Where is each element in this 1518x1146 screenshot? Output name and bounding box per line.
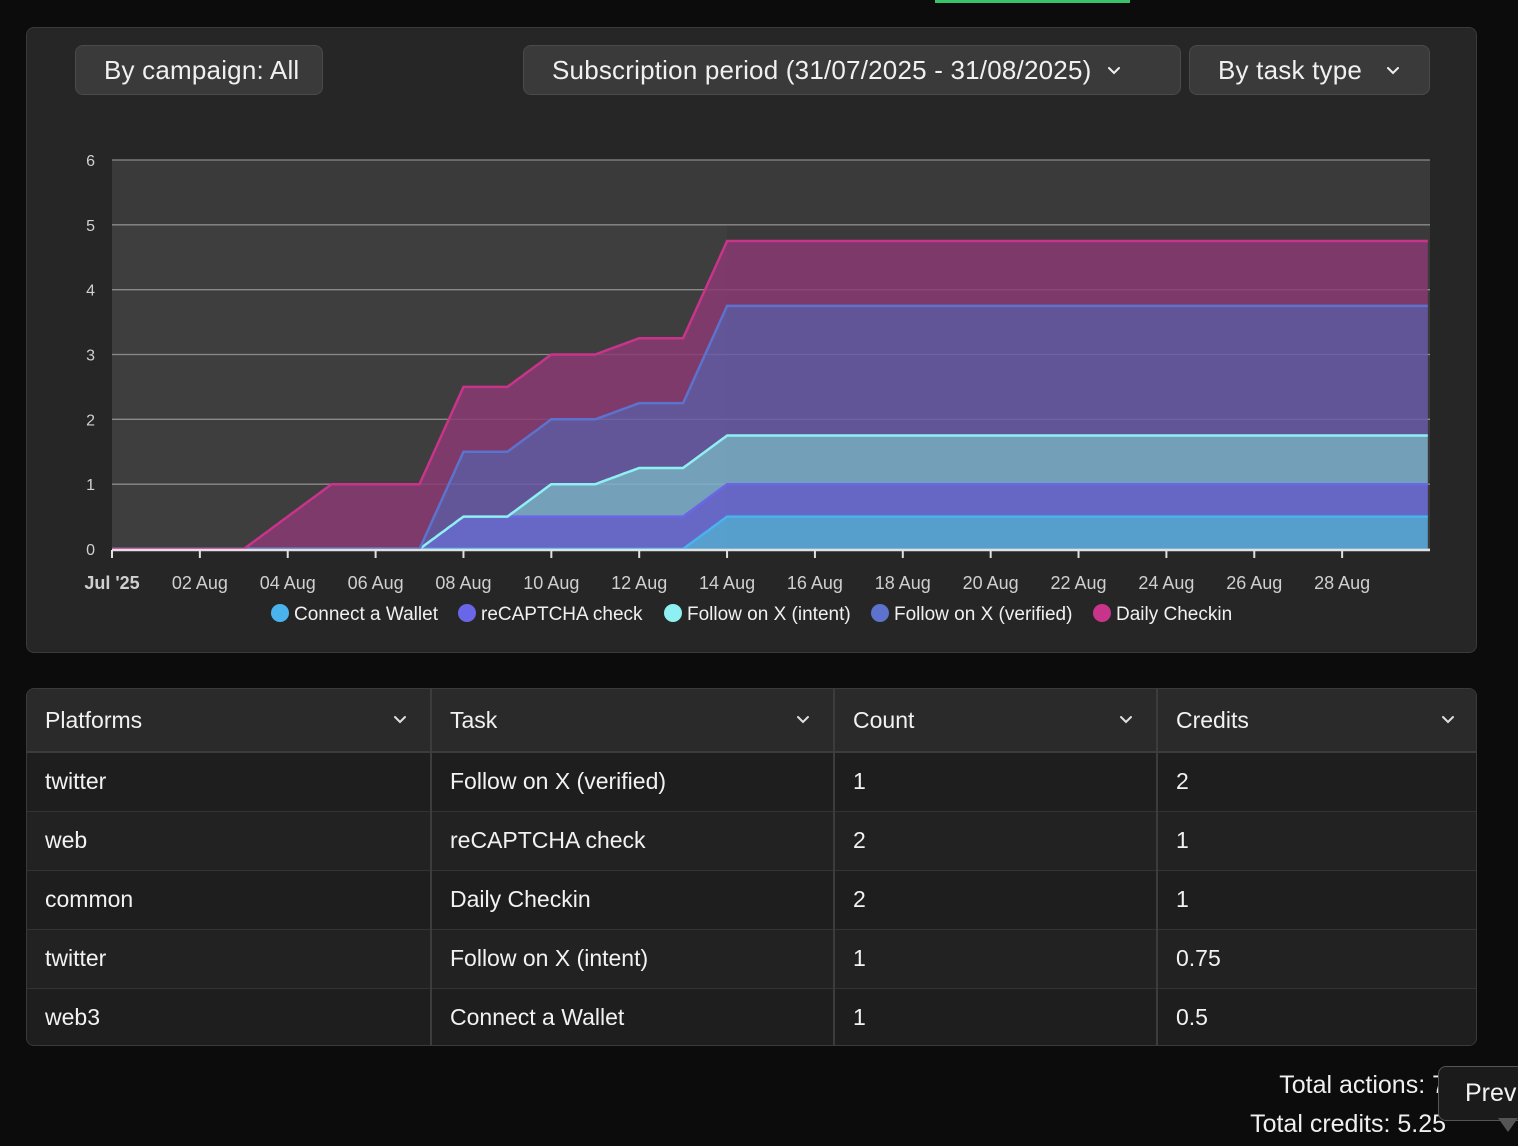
top-accent-bar xyxy=(935,0,1130,3)
x-tick-label: 10 Aug xyxy=(523,573,579,593)
cell-credits: 1 xyxy=(1157,870,1476,930)
column-header-credits[interactable]: Credits xyxy=(1157,689,1476,753)
x-tick-label: 22 Aug xyxy=(1051,573,1107,593)
campaign-filter-label: By campaign: All xyxy=(104,54,300,85)
y-tick-label: 0 xyxy=(86,542,95,559)
cell-task: reCAPTCHA check xyxy=(431,811,835,871)
column-header-task[interactable]: Task xyxy=(431,689,835,753)
task-type-dropdown[interactable]: By task type xyxy=(1189,45,1430,95)
cell-task: Daily Checkin xyxy=(431,870,835,930)
table-row: common Daily Checkin 2 1 xyxy=(27,870,1476,930)
table-row: twitter Follow on X (verified) 1 2 xyxy=(27,752,1476,812)
x-tick-label: 14 Aug xyxy=(699,573,755,593)
chevron-down-icon xyxy=(1387,67,1400,75)
cell-credits: 0.75 xyxy=(1157,929,1476,989)
series-line-daily-checkin xyxy=(112,239,1428,551)
cell-credits: 1 xyxy=(1157,811,1476,871)
legend-marker xyxy=(1093,604,1111,622)
x-tick-label: 06 Aug xyxy=(348,573,404,593)
chart-panel: By campaign: All Subscription period (31… xyxy=(26,27,1477,653)
total-actions: Total actions: 7 xyxy=(1279,1071,1446,1099)
x-tick-label: 26 Aug xyxy=(1226,573,1282,593)
cell-count: 2 xyxy=(834,811,1158,871)
cell-count: 1 xyxy=(834,752,1158,812)
stacked-area-chart: 0 1 2 3 4 5 6 Jul '25 02 Aug 04 Aug 06 Aug 08 Aug 10… xyxy=(84,153,1430,625)
chevron-down-icon xyxy=(1108,67,1121,75)
legend-label: Daily Checkin xyxy=(1116,604,1232,625)
cell-task: Follow on X (intent) xyxy=(431,929,835,989)
legend-marker xyxy=(871,604,889,622)
chevron-down-icon xyxy=(797,716,809,724)
area-follow-on-x-verified- xyxy=(112,305,1428,549)
chevron-down-icon xyxy=(1120,716,1132,724)
x-tick-label: 20 Aug xyxy=(963,573,1019,593)
legend-label: Follow on X (verified) xyxy=(894,604,1072,625)
cell-credits: 2 xyxy=(1157,752,1476,812)
x-tick-label: 18 Aug xyxy=(875,573,931,593)
legend-marker xyxy=(664,604,682,622)
y-tick-label: 1 xyxy=(86,477,95,494)
cell-count: 2 xyxy=(834,870,1158,930)
table-row: web3 Connect a Wallet 1 0.5 xyxy=(27,988,1476,1045)
x-tick-label: Jul '25 xyxy=(84,573,139,593)
preview-tooltip-tail xyxy=(1498,1118,1518,1132)
column-header-label: Count xyxy=(853,706,915,733)
cell-platform: twitter xyxy=(27,752,432,812)
cell-platform: web xyxy=(27,811,432,871)
totals-summary: Total actions: 7 Total credits: 5.25 xyxy=(1250,1066,1446,1144)
x-tick-label: 24 Aug xyxy=(1138,573,1194,593)
column-header-count[interactable]: Count xyxy=(834,689,1158,753)
task-table: Platforms Task Count Credits twitter Fol… xyxy=(26,688,1477,1046)
column-header-label: Platforms xyxy=(45,706,143,733)
area-follow-on-x-intent- xyxy=(112,435,1428,549)
x-tick-label: 02 Aug xyxy=(172,573,228,593)
column-header-platforms[interactable]: Platforms xyxy=(27,689,432,753)
x-tick-label: 08 Aug xyxy=(435,573,491,593)
legend-marker xyxy=(271,604,289,622)
y-tick-label: 5 xyxy=(86,218,95,235)
campaign-filter-button[interactable]: By campaign: All xyxy=(75,45,323,95)
preview-button-label: Preview xyxy=(1465,1079,1518,1107)
column-header-label: Task xyxy=(450,706,498,733)
y-tick-label: 2 xyxy=(86,412,95,429)
chevron-down-icon xyxy=(1442,716,1454,724)
y-tick-label: 6 xyxy=(86,153,95,170)
cell-credits: 0.5 xyxy=(1157,988,1476,1045)
y-tick-label: 3 xyxy=(86,348,95,365)
total-credits: Total credits: 5.25 xyxy=(1250,1110,1446,1138)
legend-label: reCAPTCHA check xyxy=(481,604,643,625)
x-tick-label: 04 Aug xyxy=(260,573,316,593)
preview-button[interactable]: Preview xyxy=(1438,1066,1518,1121)
cell-platform: common xyxy=(27,870,432,930)
chevron-down-icon xyxy=(394,716,406,724)
legend-label: Follow on X (intent) xyxy=(687,604,851,625)
legend-marker xyxy=(458,604,476,622)
period-label: Subscription period (31/07/2025 - 31/08/… xyxy=(552,54,1092,85)
table-row: web reCAPTCHA check 2 1 xyxy=(27,811,1476,871)
area-connect-a-wallet xyxy=(112,516,1428,549)
cell-task: Connect a Wallet xyxy=(431,988,835,1045)
area-daily-checkin xyxy=(112,241,1428,549)
cell-platform: twitter xyxy=(27,929,432,989)
table-row: twitter Follow on X (intent) 1 0.75 xyxy=(27,929,1476,989)
cell-count: 1 xyxy=(834,929,1158,989)
column-header-label: Credits xyxy=(1176,706,1249,733)
x-tick-label: 16 Aug xyxy=(787,573,843,593)
table-header-row: Platforms Task Count Credits xyxy=(27,689,1476,753)
cell-platform: web3 xyxy=(27,988,432,1045)
task-type-label: By task type xyxy=(1218,54,1363,85)
y-tick-label: 4 xyxy=(86,283,95,300)
x-tick-label: 28 Aug xyxy=(1314,573,1370,593)
cell-count: 1 xyxy=(834,988,1158,1045)
subscription-period-dropdown[interactable]: Subscription period (31/07/2025 - 31/08/… xyxy=(523,45,1181,95)
x-tick-label: 12 Aug xyxy=(611,573,667,593)
legend-label: Connect a Wallet xyxy=(294,604,439,625)
cell-task: Follow on X (verified) xyxy=(431,752,835,812)
